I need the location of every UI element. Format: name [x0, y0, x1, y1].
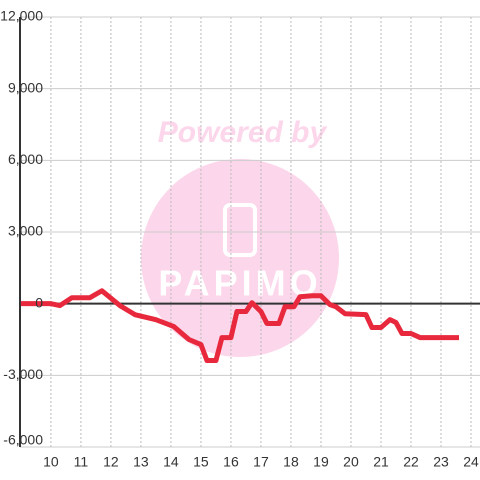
x-tick-label: 17: [253, 454, 269, 470]
x-tick-label: 13: [133, 454, 149, 470]
y-tick-label: -3,000: [3, 366, 43, 382]
y-tick-label: -6,000: [3, 432, 43, 448]
x-tick-label: 19: [313, 454, 329, 470]
x-tick-label: 12: [103, 454, 119, 470]
x-tick-label: 24: [463, 454, 479, 470]
x-tick-label: 23: [433, 454, 449, 470]
watermark-icon: [223, 203, 257, 257]
y-tick-label: 6,000: [8, 151, 43, 167]
x-tick-label: 20: [343, 454, 359, 470]
x-tick-label: 18: [283, 454, 299, 470]
y-tick-label: 12,000: [0, 8, 43, 24]
x-tick-label: 10: [43, 454, 59, 470]
y-tick-label: 3,000: [8, 223, 43, 239]
x-tick-label: 11: [74, 454, 89, 470]
y-tick-label: 9,000: [8, 79, 43, 95]
y-tick-label: 0: [35, 294, 43, 310]
x-tick-label: 21: [373, 454, 389, 470]
watermark-text: Powered by: [158, 116, 328, 149]
x-tick-label: 16: [223, 454, 239, 470]
x-tick-label: 14: [163, 454, 179, 470]
x-tick-label: 22: [403, 454, 419, 470]
data-line: [20, 288, 459, 364]
watermark: Powered by PAPIMO: [141, 116, 339, 357]
x-tick-label: 15: [193, 454, 209, 470]
